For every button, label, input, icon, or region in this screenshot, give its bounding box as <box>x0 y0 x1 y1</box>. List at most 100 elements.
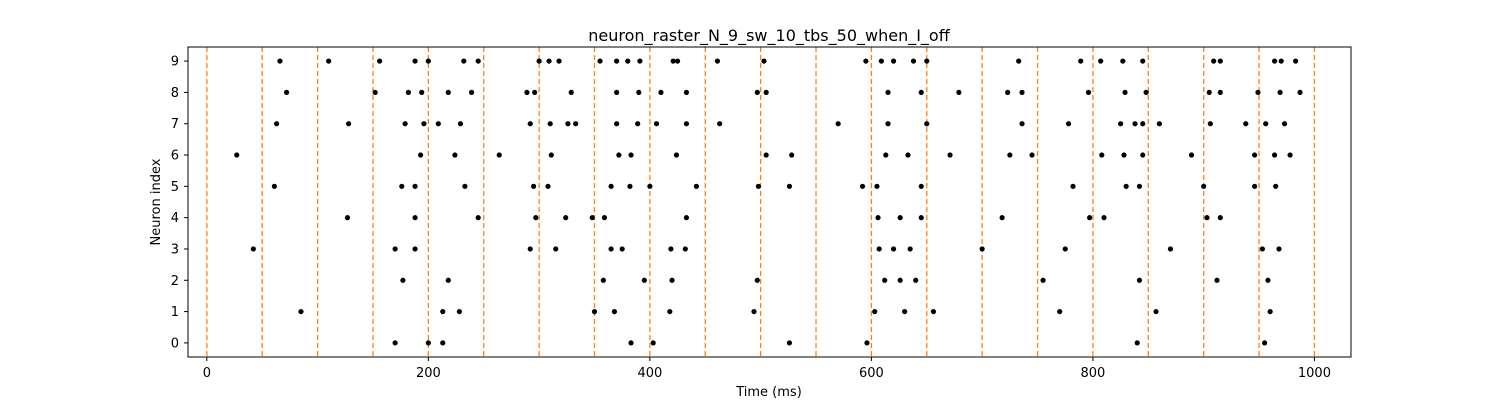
spike-n0-4 <box>650 340 656 346</box>
y-axis-ticks: 0 1 2 3 4 5 6 7 8 9 <box>171 55 188 351</box>
spike-n8-18 <box>1005 89 1011 96</box>
spike-n7-11 <box>635 121 641 127</box>
spike-n9-25 <box>1098 58 1104 64</box>
spike-n8-22 <box>1143 89 1149 96</box>
spike-n5-13 <box>874 183 880 189</box>
spike-n5-6 <box>608 183 614 189</box>
spike-n8-17 <box>956 89 962 96</box>
spike-n9-27 <box>1140 58 1146 64</box>
spike-n6-20 <box>1271 152 1278 158</box>
spike-n3-13 <box>1062 246 1068 252</box>
spike-n4-7 <box>683 215 690 221</box>
spike-n4-10 <box>918 215 924 221</box>
spike-n9-24 <box>1078 58 1084 64</box>
spike-n6-13 <box>1007 152 1013 158</box>
x-tick-label-600: 600 <box>859 366 884 381</box>
spike-n6-12 <box>947 152 953 158</box>
spike-n8-8 <box>568 89 574 96</box>
x-axis-label: Time (ms) <box>735 385 802 400</box>
spike-n8-9 <box>614 89 620 96</box>
y-tick-label-3: 3 <box>171 242 179 257</box>
spike-n4-12 <box>1087 215 1093 221</box>
spike-n7-8 <box>565 121 571 127</box>
spike-n9-15 <box>674 58 681 64</box>
spike-n4-2 <box>475 215 481 221</box>
spike-n6-15 <box>1099 152 1105 158</box>
y-tick-label-8: 8 <box>171 86 179 101</box>
spike-n9-2 <box>377 58 383 64</box>
spike-n3-10 <box>890 246 897 252</box>
spike-n4-14 <box>1204 215 1210 221</box>
spike-n1-7 <box>872 308 878 315</box>
spike-n7-4 <box>435 121 441 127</box>
spike-n8-2 <box>405 89 412 96</box>
spike-n2-3 <box>641 277 647 283</box>
spike-n2-8 <box>913 277 919 283</box>
spike-n5-0 <box>271 183 277 189</box>
spike-n9-14 <box>670 58 676 64</box>
spike-n5-18 <box>1201 183 1207 189</box>
spike-n1-8 <box>902 308 908 315</box>
spike-n2-10 <box>1136 277 1143 283</box>
spike-n7-20 <box>1118 121 1124 127</box>
spike-n1-6 <box>751 308 757 315</box>
spike-n1-11 <box>1153 308 1159 315</box>
spike-n6-19 <box>1252 152 1258 158</box>
spike-n1-4 <box>611 308 618 315</box>
spike-n7-12 <box>653 121 660 127</box>
spike-n8-10 <box>636 89 642 96</box>
spike-n7-7 <box>547 121 553 127</box>
spike-n1-12 <box>1267 308 1273 315</box>
y-tick-label-2: 2 <box>171 274 179 289</box>
spike-n7-27 <box>1281 121 1288 127</box>
spike-n8-25 <box>1255 89 1261 96</box>
spike-n5-5 <box>545 183 551 189</box>
spike-n6-8 <box>763 152 769 158</box>
spike-n7-24 <box>1207 121 1213 127</box>
x-tick-label-0: 0 <box>203 366 211 381</box>
spike-n3-14 <box>1167 246 1174 252</box>
spike-n8-16 <box>918 89 924 96</box>
spike-n6-7 <box>673 152 680 158</box>
spike-n5-12 <box>859 183 866 189</box>
spike-n8-0 <box>283 89 290 96</box>
spike-n2-12 <box>1265 277 1271 283</box>
spike-n7-15 <box>835 121 841 127</box>
y-tick-label-5: 5 <box>171 180 179 195</box>
spike-n4-13 <box>1101 215 1107 221</box>
spike-n5-9 <box>693 183 699 189</box>
spike-n0-1 <box>425 340 431 346</box>
spike-n6-16 <box>1121 152 1127 158</box>
stimulus-lines <box>206 47 1316 357</box>
spike-n2-7 <box>897 277 903 283</box>
spike-n6-0 <box>234 152 240 158</box>
spike-n8-12 <box>683 89 690 96</box>
spike-n9-26 <box>1120 58 1126 64</box>
spike-n9-17 <box>761 58 767 64</box>
x-tick-label-400: 400 <box>637 366 662 381</box>
spike-n9-11 <box>614 58 620 64</box>
spike-n9-16 <box>714 58 721 64</box>
spike-n8-14 <box>763 89 769 96</box>
spike-n1-9 <box>930 308 937 315</box>
spike-n0-3 <box>628 340 634 346</box>
spike-n9-6 <box>475 58 481 64</box>
spike-n9-13 <box>637 58 643 64</box>
spike-n2-5 <box>754 277 760 283</box>
spike-n8-20 <box>1085 89 1092 96</box>
spike-n5-17 <box>1136 183 1143 189</box>
spike-n5-15 <box>1070 183 1076 189</box>
spike-n4-4 <box>563 215 569 221</box>
spike-n6-14 <box>1029 152 1035 158</box>
spike-n2-11 <box>1214 277 1220 283</box>
spike-n3-5 <box>608 246 614 252</box>
spike-n8-27 <box>1297 89 1303 96</box>
spike-n9-18 <box>863 58 869 64</box>
spike-n6-2 <box>452 152 458 158</box>
spike-n3-1 <box>392 246 398 252</box>
spike-n9-3 <box>412 58 418 64</box>
spike-n3-12 <box>979 246 985 252</box>
spike-n8-23 <box>1206 89 1212 96</box>
spike-n9-9 <box>556 58 562 64</box>
spike-n6-3 <box>496 152 502 158</box>
